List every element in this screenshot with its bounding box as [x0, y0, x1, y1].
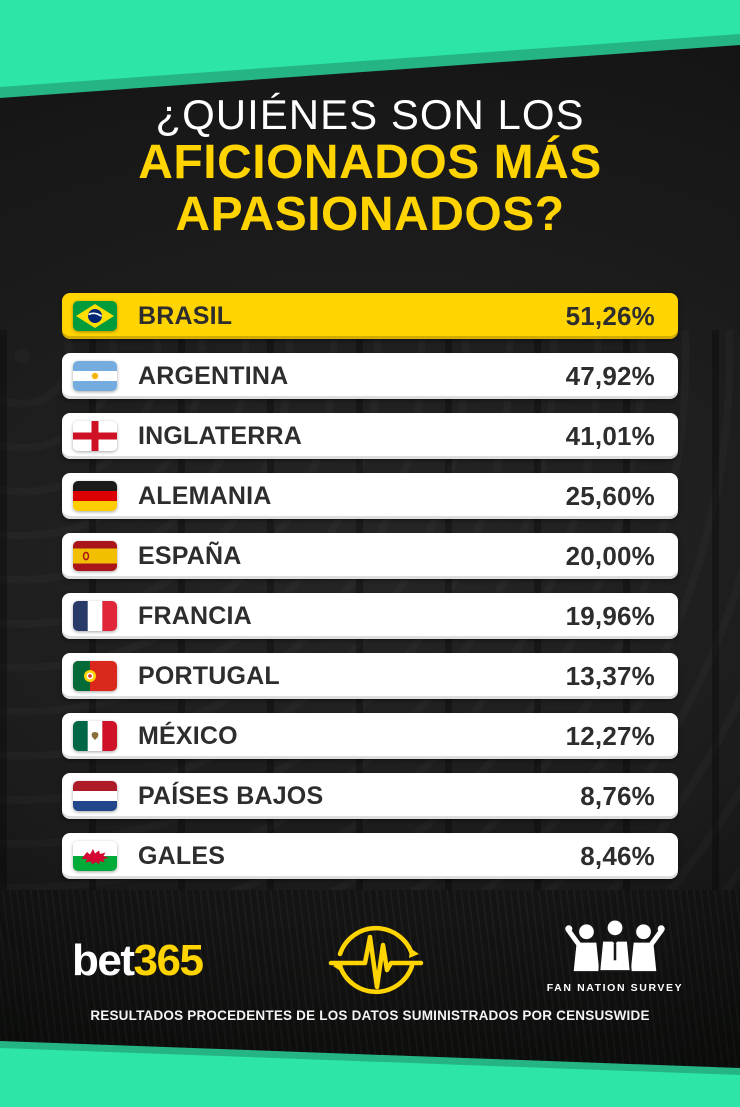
mexico-flag-icon — [73, 721, 117, 751]
top-teal-band — [0, 0, 740, 100]
percent-value: 25,60% — [565, 480, 655, 511]
percent-value: 41,01% — [565, 420, 655, 451]
portugal-flag-icon — [73, 661, 117, 691]
title-line-2: AFICIONADOS MÁS — [138, 136, 602, 190]
ranking-row-brazil: BRASIL 51,26% — [62, 293, 678, 339]
brand-part-365: 365 — [133, 936, 204, 985]
percent-value: 19,96% — [565, 600, 655, 631]
country-label: FRANCIA — [138, 601, 252, 630]
france-flag-icon — [73, 601, 117, 631]
ranking-row-germany: ALEMANIA 25,60% — [62, 473, 678, 519]
country-label: BRASIL — [138, 301, 233, 330]
wales-flag-icon — [73, 841, 117, 871]
bottom-teal-band — [0, 1037, 740, 1107]
country-label: MÉXICO — [138, 721, 238, 750]
brazil-flag-icon — [73, 301, 117, 331]
fans-people-icon — [565, 918, 665, 973]
spain-flag-icon — [73, 541, 117, 571]
country-label: PAÍSES BAJOS — [138, 781, 324, 810]
argentina-flag-icon — [73, 361, 117, 391]
ranking-row-england: INGLATERRA 41,01% — [62, 413, 678, 459]
percent-value: 8,46% — [580, 840, 655, 871]
ranking-row-france: FRANCIA 19,96% — [62, 593, 678, 639]
percent-value: 51,26% — [565, 300, 655, 331]
percent-value: 13,37% — [565, 660, 655, 691]
england-flag-icon — [73, 421, 117, 451]
country-label: PORTUGAL — [138, 661, 280, 690]
ranking-row-mexico: MÉXICO 12,27% — [62, 713, 678, 759]
country-label: ESPAÑA — [138, 541, 242, 570]
ranking-row-spain: ESPAÑA 20,00% — [62, 533, 678, 579]
ranking-row-argentina: ARGENTINA 47,92% — [62, 353, 678, 399]
fan-nation-survey-logo: FAN NATION SURVEY — [545, 918, 685, 994]
ranking-row-portugal: PORTUGAL 13,37% — [62, 653, 678, 699]
percent-value: 12,27% — [565, 720, 655, 751]
page-title: ¿QUIÉNES SON LOS AFICIONADOS MÁS APASION… — [0, 92, 740, 241]
country-label: ALEMANIA — [138, 481, 272, 510]
heartbeat-pulse-icon — [328, 925, 424, 995]
country-label: GALES — [138, 841, 226, 870]
percent-value: 20,00% — [565, 540, 655, 571]
ranking-list: BRASIL 51,26% ARGENTINA 47,92% INGLATERR… — [62, 293, 678, 893]
percent-value: 47,92% — [565, 360, 655, 391]
title-line-3: APASIONADOS? — [175, 188, 565, 242]
survey-label: FAN NATION SURVEY — [546, 982, 684, 994]
brand-part-bet: bet — [72, 936, 135, 985]
disclaimer-text: RESULTADOS PROCEDENTES DE LOS DATOS SUMI… — [90, 1008, 650, 1023]
country-label: INGLATERRA — [138, 421, 303, 450]
title-line-1: ¿QUIÉNES SON LOS — [155, 91, 585, 138]
country-label: ARGENTINA — [138, 361, 289, 390]
germany-flag-icon — [73, 481, 117, 511]
bet365-logo: bet365 — [72, 936, 204, 986]
percent-value: 8,76% — [580, 780, 655, 811]
netherlands-flag-icon — [73, 781, 117, 811]
ranking-row-wales: GALES 8,46% — [62, 833, 678, 879]
ranking-row-netherlands: PAÍSES BAJOS 8,76% — [62, 773, 678, 819]
